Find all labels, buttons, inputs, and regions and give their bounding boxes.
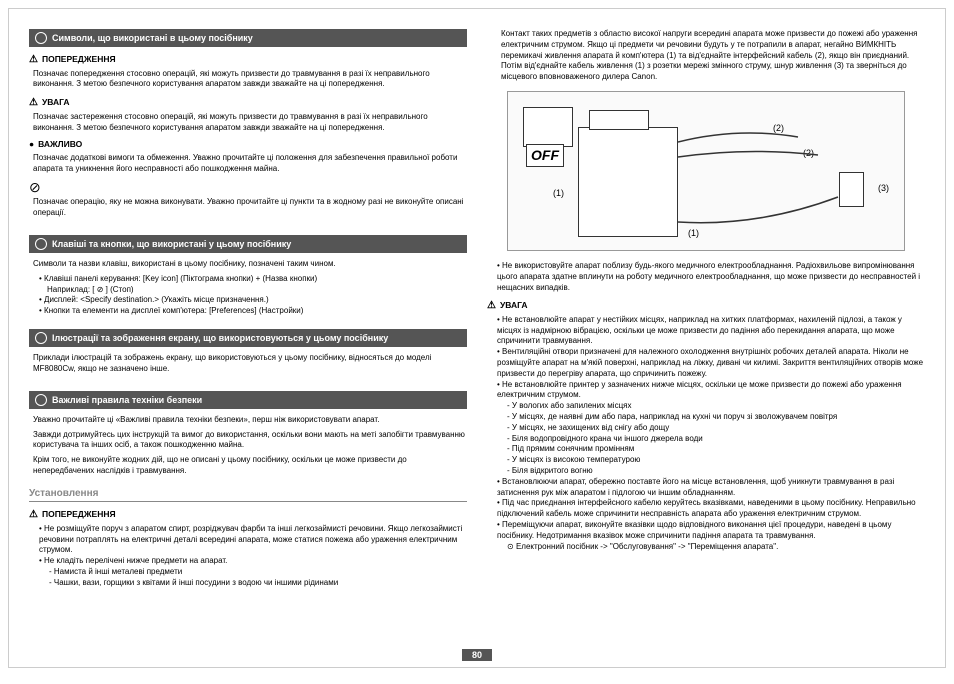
- callout-1a: (1): [553, 187, 564, 199]
- caution-text: Позначає застереження стосовно операцій,…: [29, 112, 467, 134]
- caution-title: УВАГА: [29, 96, 467, 110]
- monitor-shape: [523, 107, 573, 147]
- warning-text: Позначає попередження стосовно операцій,…: [29, 69, 467, 91]
- important-title: ВАЖЛИВО: [29, 139, 467, 150]
- off-label: OFF: [526, 144, 564, 167]
- illustrations-text: Приклади ілюстрацій та зображень екрану,…: [29, 353, 467, 375]
- warning-title: ПОПЕРЕДЖЕННЯ: [29, 53, 467, 67]
- subhead-install: Установлення: [29, 487, 467, 503]
- right-column: Контакт таких предметів з областю високо…: [487, 29, 925, 637]
- prohibit-text: Позначає операцію, яку не можна виконува…: [29, 197, 467, 219]
- keys-intro: Символи та назви клавіш, використані в ц…: [29, 259, 467, 270]
- section-keys: Клавіші та кнопки, що використані у цьом…: [29, 235, 467, 253]
- section-symbols: Символи, що використані в цьому посібник…: [29, 29, 467, 47]
- connection-diagram: OFF (1) (1) (2) (2) (3): [507, 91, 905, 251]
- keys-list: Клавіші панелі керування: [Key icon] (Пі…: [29, 274, 467, 285]
- manual-page: Символи, що використані в цьому посібник…: [8, 8, 946, 668]
- page-number: 80: [462, 649, 492, 661]
- cable-3: [678, 192, 848, 232]
- manual-reference: Електронний посібник -> "Обслуговування"…: [487, 542, 925, 553]
- cable-2b: [678, 147, 828, 177]
- install-warning-title: ПОПЕРЕДЖЕННЯ: [29, 508, 467, 522]
- callout-3: (3): [878, 182, 889, 194]
- keys-example: Наприклад: [ ⊘ ] (Стоп): [29, 285, 467, 296]
- important-text: Позначає додаткові вимоги та обмеження. …: [29, 153, 467, 175]
- left-column: Символи, що використані в цьому посібник…: [29, 29, 467, 637]
- section-illustrations: Ілюстрації та зображення екрану, що вико…: [29, 329, 467, 347]
- install-bullets: Не розміщуйте поруч з апаратом спирт, ро…: [29, 524, 467, 567]
- medical-bullet: Не використовуйте апарат поблизу будь-як…: [497, 261, 925, 293]
- right-intro: Контакт таких предметів з областю високо…: [487, 29, 925, 83]
- prohibit-icon: ⊘: [29, 178, 467, 197]
- location-sublist: У вологих або запилених місцях У місцях,…: [487, 401, 925, 477]
- section-safety: Важливі правила техніки безпеки: [29, 391, 467, 409]
- printer-shape: [578, 127, 678, 237]
- right-caution-title: УВАГА: [487, 299, 925, 313]
- caution-list: Не встановлюйте апарат у нестійких місця…: [487, 315, 925, 401]
